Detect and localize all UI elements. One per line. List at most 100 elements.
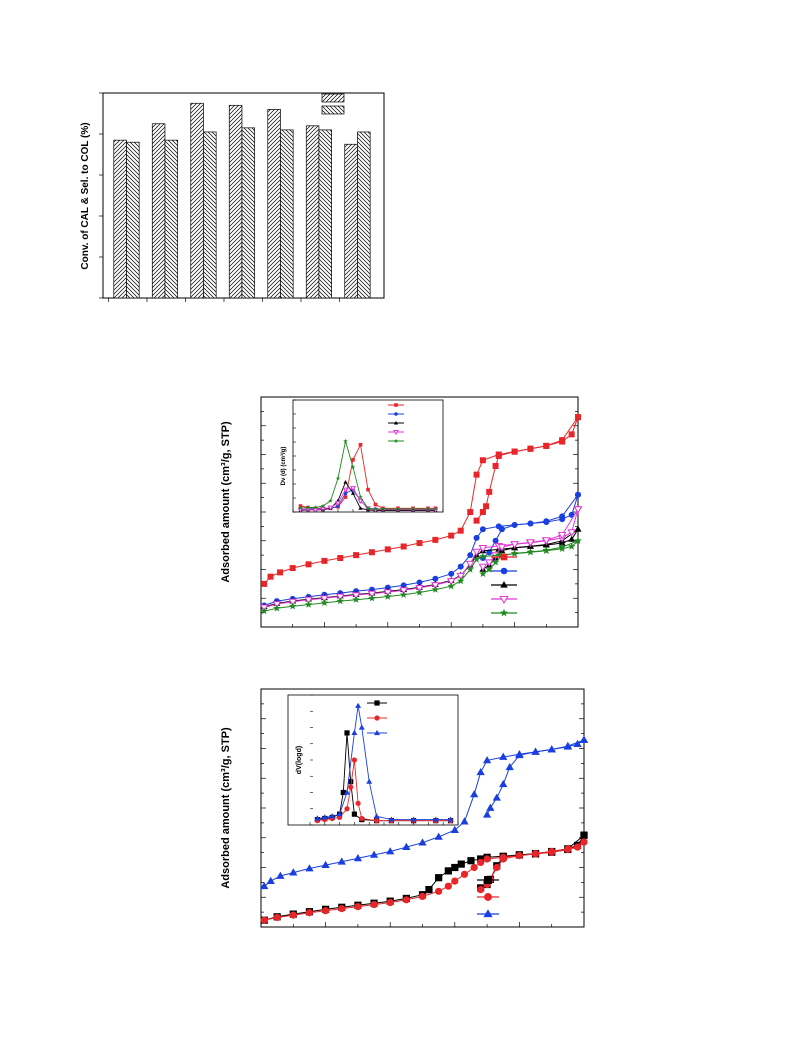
series-5-point — [273, 604, 281, 612]
inset-series-3-point — [432, 816, 439, 822]
series-5-point — [304, 600, 313, 608]
bar-1-6 — [305, 125, 320, 299]
inset-series-5-point — [305, 505, 311, 510]
inset-series-3-point — [366, 778, 373, 784]
inset-legend-marker-1 — [394, 403, 398, 407]
series-2-point — [435, 887, 443, 895]
legend-marker-1 — [484, 876, 492, 884]
inset-legend-marker-4 — [393, 430, 399, 436]
series-5-point — [558, 543, 566, 551]
series-3-point — [515, 750, 524, 759]
isotherm-chart-1: Adsorbed amount (cm³/g, STP) Dv (d) (cm³… — [220, 396, 583, 628]
series-1-point — [486, 488, 493, 495]
series-5-point — [384, 592, 392, 600]
inset-series-5-point — [373, 506, 378, 511]
series-3-point — [568, 535, 576, 542]
series-2-point — [338, 905, 346, 913]
series-3-point — [547, 745, 556, 753]
series-2-point — [354, 903, 362, 911]
isotherm-chart-2-inset-legend — [367, 700, 387, 736]
series-5-point — [574, 536, 582, 544]
series-4-point — [320, 595, 329, 603]
series-1-point — [511, 448, 518, 455]
isotherm-chart-2-inset-ticks — [309, 694, 459, 826]
inset-series-2-point — [359, 815, 365, 822]
series-1-point — [425, 886, 433, 894]
series-4-point — [472, 548, 481, 557]
inset-series-2-point — [355, 800, 361, 806]
inset-series-3-point — [314, 815, 321, 821]
isotherm-chart-1-ylabel: Adsorbed amount (cm³/g, STP) — [220, 421, 232, 583]
series-4-point — [484, 559, 494, 567]
series-4-point — [304, 596, 313, 605]
series-1-point — [559, 437, 566, 444]
series-1-point — [444, 867, 452, 875]
legend-marker-4 — [499, 595, 509, 604]
series-1-adsorption-line — [264, 834, 585, 921]
inset-series-5-point — [425, 506, 431, 511]
bar-1-7 — [344, 143, 358, 299]
legend-marker-5 — [499, 608, 509, 617]
inset-series-4-point — [350, 486, 356, 492]
series-2-point — [499, 855, 507, 863]
series-3-point — [531, 747, 540, 755]
series-3-point — [499, 752, 508, 760]
series-5-point — [289, 602, 297, 610]
series-2-point — [273, 913, 281, 922]
isotherm-chart-1-series — [259, 414, 583, 615]
series-3-point — [450, 825, 459, 833]
series-2-point — [370, 900, 378, 909]
series-1-point — [337, 555, 344, 561]
series-4-point — [541, 537, 551, 545]
series-4-point — [335, 593, 345, 602]
series-1-point — [435, 874, 443, 882]
series-2-point — [580, 838, 588, 846]
inset-series-3-point — [355, 702, 362, 708]
series-2-point — [448, 570, 455, 577]
inset-series-1-point — [344, 730, 350, 736]
series-5-point — [485, 565, 493, 573]
series-2-point — [493, 863, 501, 872]
inset-series-5-point — [358, 494, 363, 499]
series-1-point — [495, 452, 502, 459]
series-4-point — [431, 582, 440, 590]
inset-series-1-point — [351, 811, 357, 817]
inset-series-5-line — [300, 440, 436, 510]
series-2-point — [416, 579, 423, 586]
series-2-point — [473, 534, 480, 541]
series-1-point — [261, 580, 268, 587]
inset-series-3-point — [336, 811, 343, 817]
series-3-point — [337, 857, 346, 865]
series-1-point — [277, 569, 284, 576]
isotherm-chart-2: Adsorbed amount (cm³/g, STP) dV(logd) — [220, 688, 589, 928]
series-5-point — [457, 577, 465, 585]
series-1-point — [384, 546, 391, 553]
series-4-point — [526, 539, 535, 547]
series-5-point — [431, 585, 440, 593]
series-5-point — [510, 549, 519, 557]
series-2-point — [457, 563, 464, 570]
series-4-point — [351, 592, 361, 600]
series-1-point — [368, 549, 375, 556]
series-5-point — [466, 565, 474, 573]
series-4-point — [288, 598, 298, 607]
inset-series-2-point — [348, 784, 354, 790]
series-5-point — [526, 548, 535, 556]
inset-series-3-point — [350, 491, 356, 495]
series-5-point — [472, 555, 481, 563]
series-3-point — [260, 881, 269, 890]
inset-series-5-point — [410, 506, 416, 511]
bar-axis-ticks — [99, 92, 340, 302]
bar-1-4 — [228, 104, 243, 299]
inset-series-2-point — [343, 491, 348, 496]
series-5-point — [479, 552, 487, 560]
series-1-point — [305, 561, 312, 568]
isotherm-chart-1-ticks — [260, 396, 579, 628]
series-3-point — [321, 860, 330, 868]
series-2-point — [384, 584, 391, 591]
series-5-point — [260, 607, 268, 615]
series-3-desorption-line — [486, 739, 585, 816]
inset-legend-marker-5 — [393, 438, 399, 443]
series-1-point — [492, 463, 499, 469]
